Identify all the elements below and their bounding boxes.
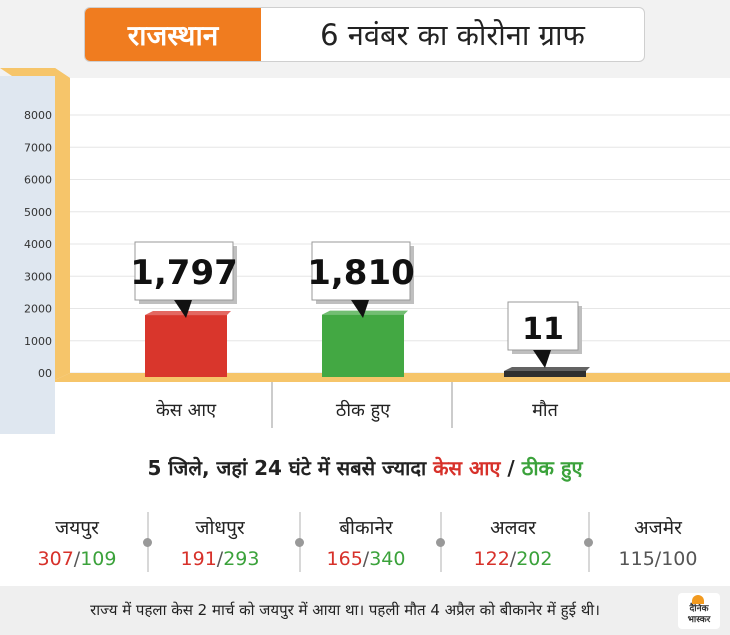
district-name: जोधपुर — [195, 517, 245, 539]
y-tick-label: 6000 — [24, 174, 52, 187]
x-tick-label: केस आए — [156, 399, 217, 421]
district-recovered: 340 — [369, 548, 406, 570]
value-slash: / — [216, 548, 224, 570]
data-label: 11 — [522, 312, 564, 347]
y-tick-label: 7000 — [24, 141, 52, 154]
districts-title-separator: / — [507, 456, 515, 480]
district-values: 165/340 — [296, 548, 436, 570]
logo-text: दैनिक भास्कर — [687, 604, 711, 625]
district-cases: 165 — [326, 548, 363, 570]
value-slash: / — [509, 548, 517, 570]
district-cases: 115 — [618, 548, 655, 570]
district-name: बीकानेर — [339, 517, 393, 539]
label-pointer — [351, 300, 369, 318]
bar-top — [504, 367, 590, 371]
district-name: जयपुर — [55, 517, 99, 539]
y-tick-label: 4000 — [24, 238, 52, 251]
y-tick-label: 8000 — [24, 109, 52, 122]
district-item: जोधपुर 191/293 — [150, 514, 290, 570]
y-tick-label: 2000 — [24, 303, 52, 316]
y-tick-label: 5000 — [24, 206, 52, 219]
separator-dot — [584, 538, 593, 547]
district-values: 191/293 — [150, 548, 290, 570]
footer: राज्य में पहला केस 2 मार्च को जयपुर में … — [0, 586, 730, 635]
bar — [504, 371, 586, 377]
footnote: राज्य में पहला केस 2 मार्च को जयपुर में … — [90, 601, 600, 619]
district-values: 307/109 — [7, 548, 147, 570]
data-label: 1,797 — [130, 253, 238, 293]
chart-title: 6 नवंबर का कोरोना ग्राफ — [320, 18, 585, 52]
separator-dot — [436, 538, 445, 547]
districts-title-prefix: 5 जिले, जहां 24 घंटे में सबसे ज्यादा — [147, 456, 427, 480]
separator-dot — [143, 538, 152, 547]
label-box — [134, 241, 234, 301]
separator-dot — [295, 538, 304, 547]
state-label: राजस्थान — [85, 8, 261, 61]
district-name: अलवर — [490, 517, 536, 539]
district-name: अजमेर — [634, 517, 682, 539]
bar — [322, 314, 404, 377]
label-pointer — [174, 300, 192, 318]
district-values: 122/202 — [443, 548, 583, 570]
logo: दैनिक भास्कर — [678, 593, 720, 629]
label-box — [311, 241, 411, 301]
bar-chart: 00 1000 2000 3000 4000 5000 6000 7000 8000 1,797… — [0, 62, 730, 434]
y-tick-label: 1000 — [24, 335, 52, 348]
districts-row: जयपुर 307/109 जोधपुर 191/293 बीकानेर 165… — [0, 504, 730, 584]
label-pointer — [533, 350, 551, 368]
district-item: जयपुर 307/109 — [7, 514, 147, 570]
districts-title-recovered: ठीक हुए — [521, 456, 583, 480]
label-box — [507, 301, 579, 351]
district-recovered: 293 — [223, 548, 260, 570]
district-values: 115/100 — [588, 548, 728, 570]
district-cases: 307 — [37, 548, 74, 570]
value-slash: / — [654, 548, 662, 570]
title-box: राजस्थान 6 नवंबर का कोरोना ग्राफ — [84, 7, 645, 62]
bar-top — [145, 311, 231, 316]
district-recovered: 202 — [516, 548, 553, 570]
value-slash: / — [73, 548, 81, 570]
y-tick-label: 3000 — [24, 270, 52, 283]
district-recovered: 109 — [80, 548, 117, 570]
district-item: बीकानेर 165/340 — [296, 514, 436, 570]
district-cases: 191 — [180, 548, 217, 570]
district-cases: 122 — [473, 548, 510, 570]
data-label: 1,810 — [307, 253, 415, 293]
district-item: अलवर 122/202 — [443, 514, 583, 570]
x-tick-label: मौत — [532, 399, 558, 421]
districts-title-cases: केस आए — [433, 456, 501, 480]
logo-sun-icon — [692, 595, 704, 604]
district-item: अजमेर 115/100 — [588, 514, 728, 570]
value-slash: / — [362, 548, 370, 570]
x-tick-label: ठीक हुए — [336, 399, 391, 422]
district-recovered: 100 — [661, 548, 698, 570]
districts-title: 5 जिले, जहां 24 घंटे में सबसे ज्यादा केस… — [0, 454, 730, 481]
y-tick-label: 00 — [38, 367, 52, 380]
bar-top — [322, 310, 408, 315]
header-band: राजस्थान 6 नवंबर का कोरोना ग्राफ — [0, 0, 730, 72]
bar — [145, 315, 227, 377]
